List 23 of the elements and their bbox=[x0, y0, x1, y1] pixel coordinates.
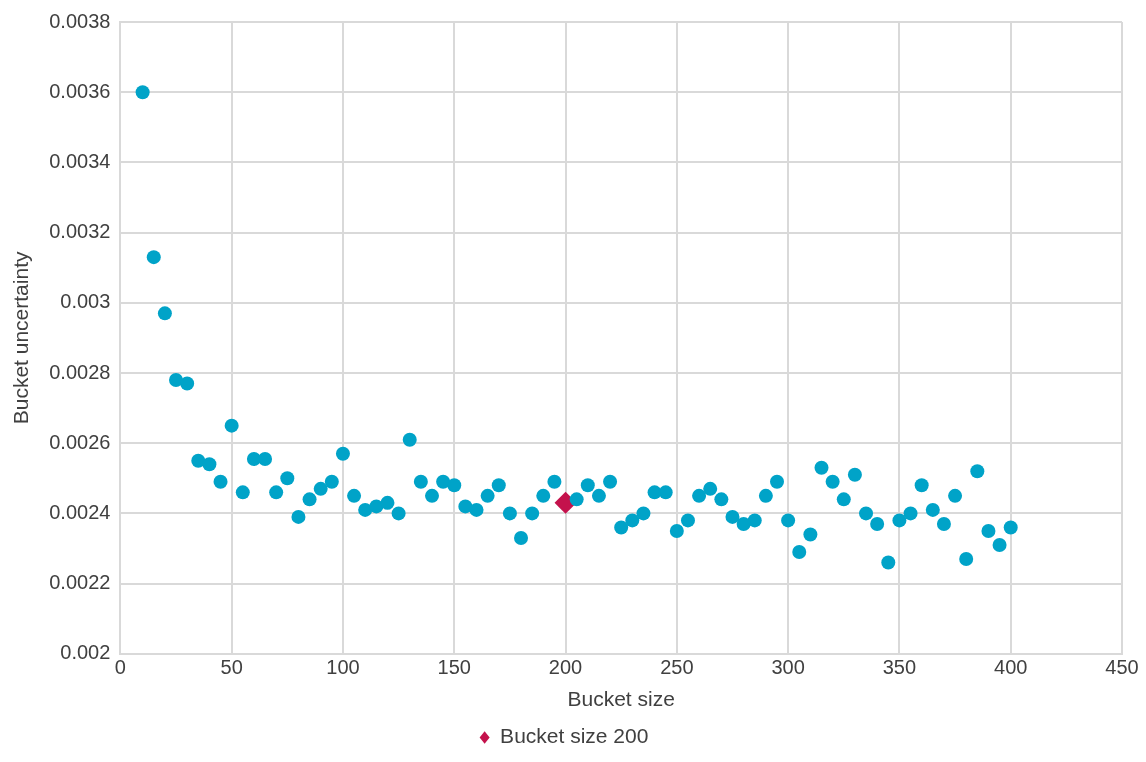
x-tick-label: 0 bbox=[114, 656, 126, 679]
legend-label: Bucket size 200 bbox=[500, 724, 649, 748]
y-tick-label: 0.0038 bbox=[49, 9, 111, 32]
y-tick-label: 0.0028 bbox=[49, 360, 111, 383]
y-tick-label: 0.0024 bbox=[49, 500, 111, 523]
y-tick-label: 0.0036 bbox=[49, 79, 111, 102]
y-tick-label: 0.0022 bbox=[49, 571, 111, 594]
x-axis-title: Bucket size bbox=[567, 687, 675, 711]
x-tick-label: 450 bbox=[1105, 656, 1139, 679]
x-tick-label: 50 bbox=[220, 656, 243, 679]
x-tick-label: 200 bbox=[548, 656, 583, 679]
y-tick-label: 0.002 bbox=[60, 641, 111, 664]
x-tick-label: 100 bbox=[326, 656, 360, 679]
x-tick-label: 150 bbox=[437, 656, 471, 679]
x-tick-label: 400 bbox=[994, 656, 1028, 679]
x-tick-label: 300 bbox=[771, 656, 805, 679]
y-tick-label: 0.003 bbox=[60, 290, 111, 313]
y-tick-label: 0.0034 bbox=[49, 149, 111, 172]
y-tick-label: 0.0026 bbox=[49, 430, 111, 453]
y-axis-title: Bucket uncertainty bbox=[9, 251, 33, 425]
y-tick-label: 0.0032 bbox=[49, 220, 111, 243]
x-tick-label: 250 bbox=[660, 656, 694, 679]
x-tick-label: 350 bbox=[882, 656, 917, 679]
